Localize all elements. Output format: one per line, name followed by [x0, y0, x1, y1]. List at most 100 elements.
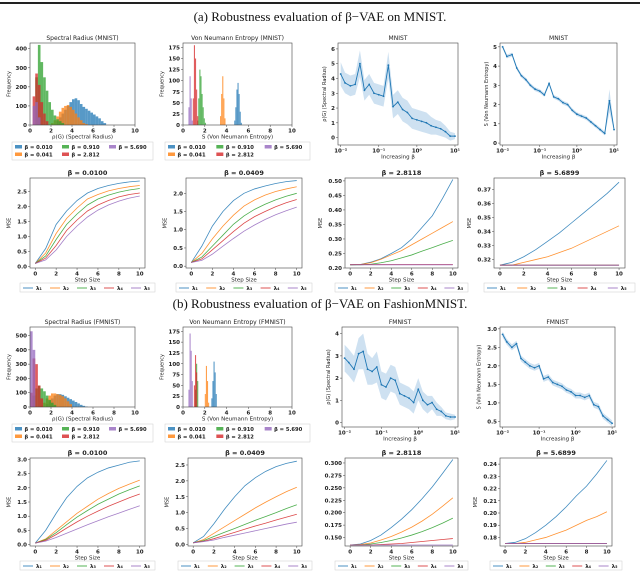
histogram-bar: [77, 117, 80, 125]
chart-title: FMNIST: [389, 319, 412, 326]
series-line: [502, 334, 613, 424]
histogram-bar: [45, 395, 49, 407]
chart-15: β = 5.6899 0 2 4 6 8 10 0.18 0.19 0.20 0.21 0.22 0.2…: [473, 449, 623, 571]
histogram-bar: [190, 350, 192, 407]
plot-frame: [499, 457, 613, 547]
legend-label: β = 2.812: [226, 153, 254, 159]
data-point: [357, 352, 360, 355]
histogram-series: [192, 45, 199, 125]
histogram-bar: [194, 355, 197, 407]
data-point: [510, 346, 513, 349]
data-point: [501, 333, 504, 336]
histogram-bar: [58, 111, 62, 125]
histogram-bar: [61, 396, 65, 407]
legend-entry: λ₁: [181, 564, 200, 570]
legend: λ₁ λ₂ λ₃ λ₄ λ₅: [175, 282, 313, 293]
x-tick-label: 10: [288, 129, 296, 135]
y-tick-label: 2.0: [175, 479, 185, 485]
y-tick-label: 0.19: [483, 523, 497, 529]
data-point: [520, 74, 523, 77]
x-tick-label: 10¹: [609, 148, 620, 155]
data-point: [382, 95, 385, 98]
data-point: [570, 390, 572, 393]
histogram-bar: [193, 385, 195, 407]
chart-title: β = 5.6899: [540, 169, 580, 177]
series-line: [499, 225, 620, 266]
y-tick-label: 0: [176, 123, 180, 129]
data-point: [538, 90, 541, 93]
legend-entry: β = 5.690: [109, 145, 147, 151]
x-tick-label: 10: [136, 272, 144, 278]
y-tick-label: 0.20: [328, 266, 342, 272]
histogram-bar: [239, 111, 241, 125]
legend-entry: λ₃: [77, 564, 96, 570]
y-tick-label: 0.20: [483, 511, 497, 517]
legend-label: β = 2.812: [72, 153, 100, 159]
legend-entry: λ₄: [104, 564, 123, 570]
legend: λ₁ λ₂ λ₃ λ₄ λ₅: [177, 560, 313, 571]
y-tick-label: 0.5: [487, 419, 497, 425]
data-point: [599, 128, 602, 131]
error-band: [340, 50, 455, 141]
series-line: [34, 460, 140, 544]
y-tick-label: 0.175: [325, 523, 343, 529]
y-tick-label: 25: [172, 394, 180, 400]
y-axis-label: Frequency: [7, 354, 13, 380]
chart-title: Von Neumann Entropy (MNIST): [191, 35, 284, 42]
plot-frame: [493, 177, 626, 269]
histogram-bar: [69, 106, 72, 125]
histogram-bar: [103, 123, 107, 125]
x-axis-label: Step Size: [231, 278, 257, 284]
legend-swatch: [62, 145, 69, 149]
histogram-bar: [220, 116, 222, 125]
x-tick-label: 0: [28, 411, 32, 417]
data-point: [371, 370, 374, 373]
data-point: [439, 127, 442, 130]
data-point: [566, 103, 569, 106]
legend-label: λ₅: [457, 286, 463, 292]
legend-entry: λ₅: [288, 564, 308, 570]
x-tick-label: 10¹: [607, 430, 618, 437]
legend-swatch: [168, 434, 175, 438]
y-tick-label: 1.0: [17, 514, 27, 520]
legend-label: λ₃: [404, 286, 410, 292]
y-tick-label: 0.5: [17, 528, 27, 534]
y-tick-label: 4: [335, 332, 339, 338]
y-tick-label: 1: [493, 122, 497, 128]
legend-label: λ₅: [301, 564, 307, 570]
histogram-bar: [77, 403, 80, 407]
plot-frame: [499, 326, 616, 428]
data-point: [394, 379, 397, 382]
data-point: [425, 121, 428, 124]
legend-entry: β = 2.812: [216, 152, 254, 159]
data-point: [565, 389, 568, 391]
histogram-bar: [214, 372, 216, 407]
data-point: [449, 416, 452, 418]
y-axis-label: MSE: [7, 218, 13, 229]
plot-frame: [182, 42, 293, 126]
legend-entry: λ₃: [391, 564, 411, 570]
histogram-bar: [51, 402, 54, 407]
x-tick-label: 2: [210, 272, 214, 278]
x-tick-label: 10⁰: [412, 148, 423, 155]
legend-label: λ₅: [621, 286, 627, 292]
x-tick-label: 10: [288, 411, 296, 417]
legend-entry: λ₃: [391, 286, 411, 292]
histogram-bar: [90, 112, 93, 125]
x-axis-label: Step Size: [75, 278, 101, 284]
y-tick-label: 1: [331, 121, 335, 127]
y-tick-label: 175: [169, 329, 181, 335]
chart-title: β = 0.0100: [68, 169, 108, 177]
x-axis-label: Step Size: [389, 556, 415, 562]
histogram-bar: [61, 123, 65, 125]
histogram-bar: [58, 394, 62, 407]
legend-swatch: [216, 427, 224, 431]
legend-swatch: [168, 145, 175, 149]
data-point: [396, 101, 399, 104]
series-line: [190, 180, 297, 263]
y-tick-label: 1.0: [17, 235, 27, 241]
y-axis-label: MSE: [7, 497, 13, 508]
histogram-bar: [30, 331, 33, 407]
histogram-bar: [211, 398, 213, 407]
x-tick-label: 0: [189, 272, 193, 278]
